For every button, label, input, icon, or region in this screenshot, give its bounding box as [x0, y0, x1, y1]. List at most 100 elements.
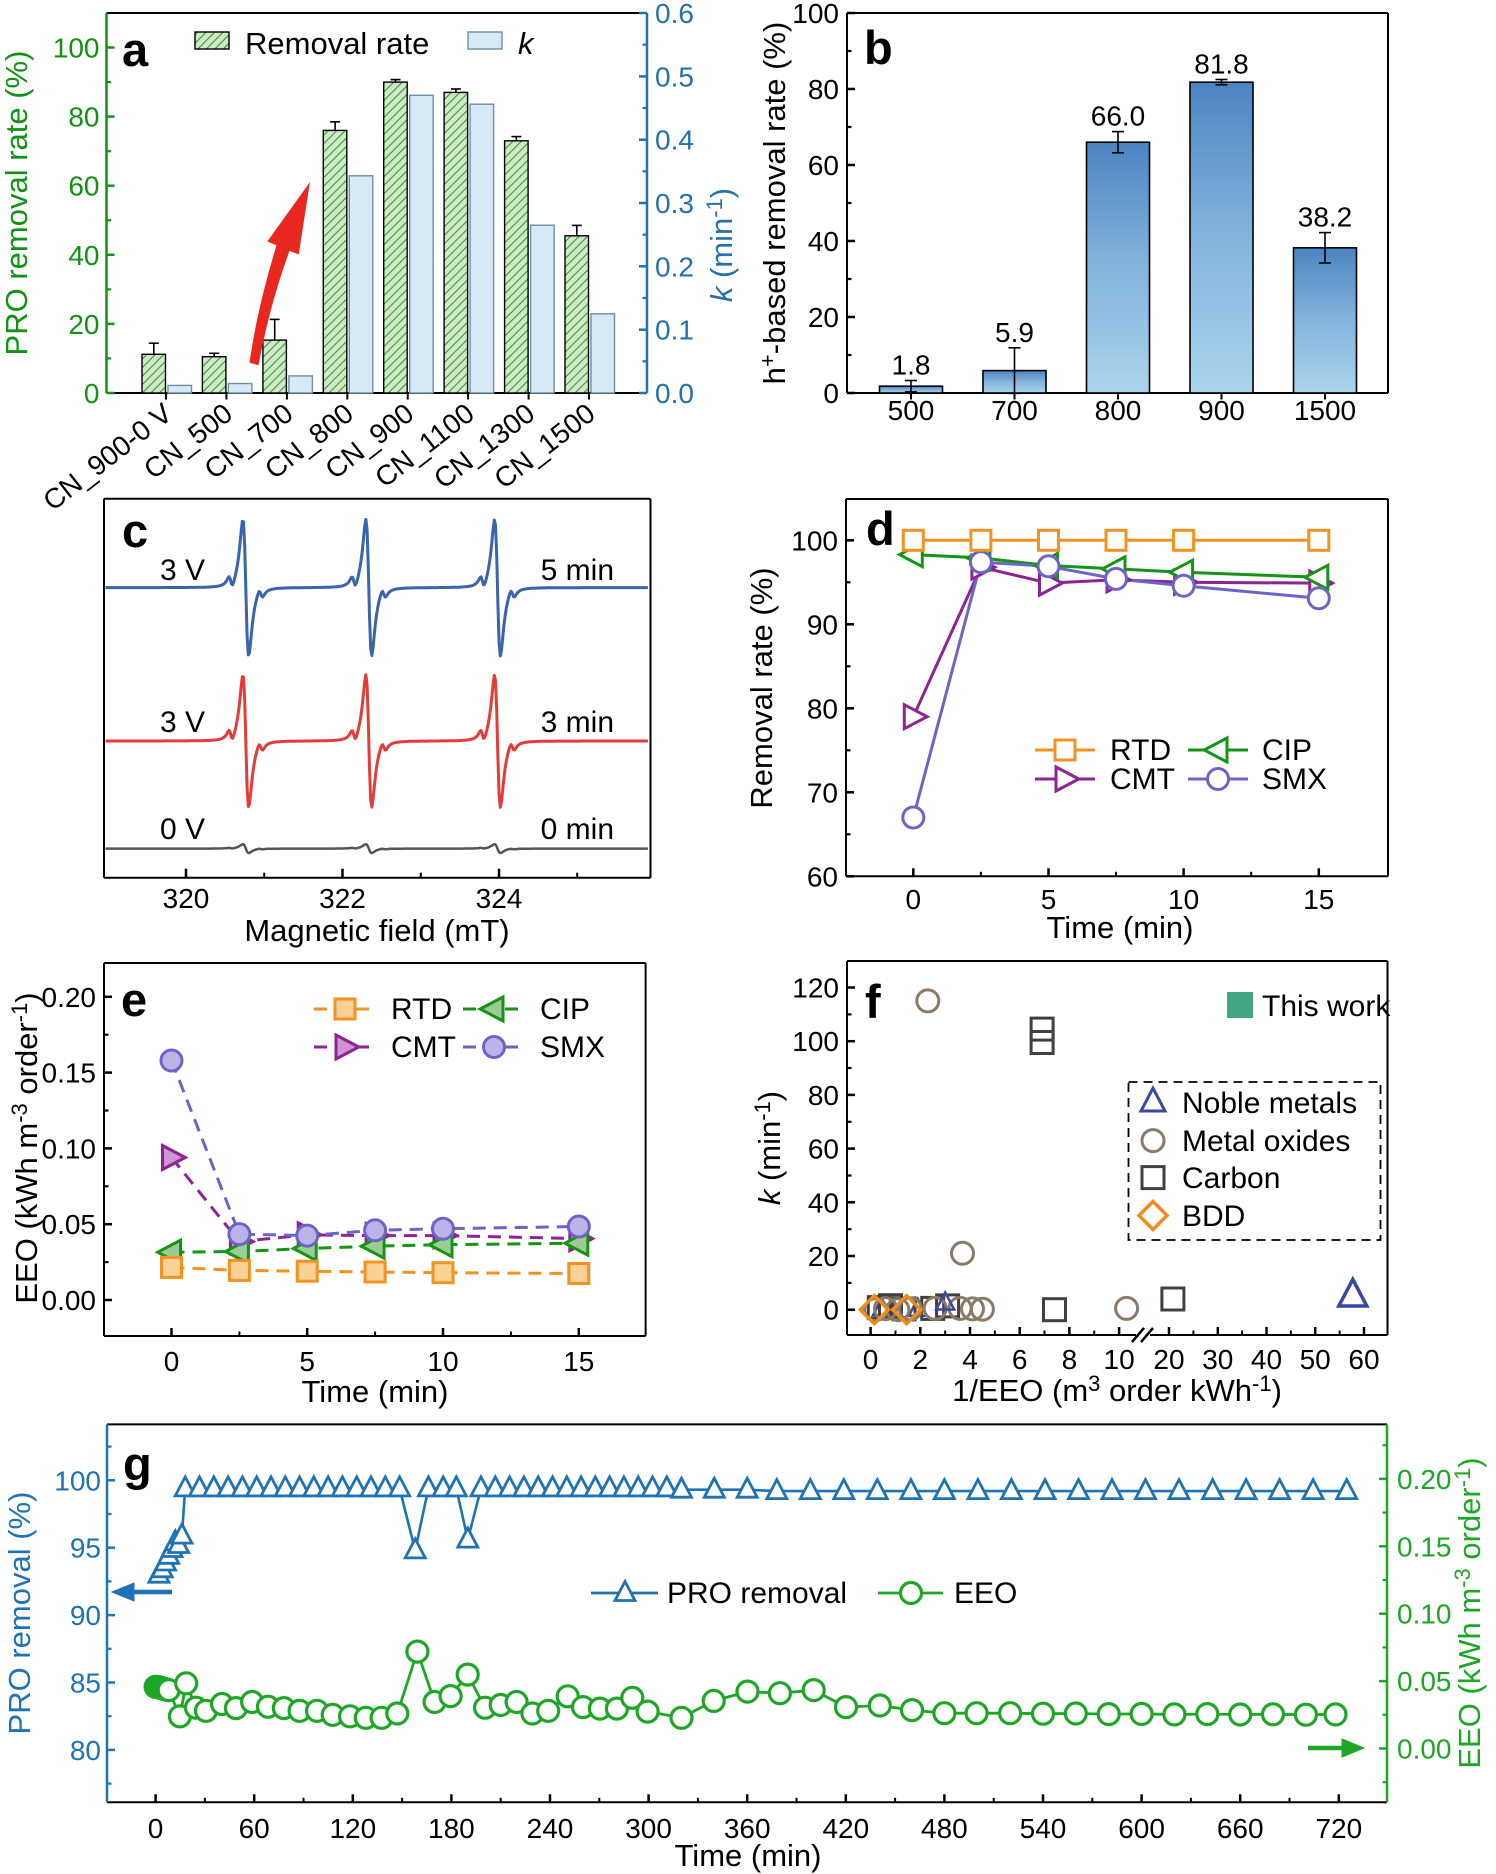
svg-text:Removal rate: Removal rate: [245, 26, 429, 61]
svg-text:Removal rate (%): Removal rate (%): [744, 567, 779, 808]
svg-text:BDD: BDD: [1182, 1200, 1245, 1233]
svg-text:90: 90: [70, 1600, 101, 1631]
svg-text:15: 15: [1303, 884, 1334, 915]
svg-text:0 min: 0 min: [541, 813, 614, 846]
svg-text:60: 60: [808, 150, 839, 181]
svg-text:Metal oxides: Metal oxides: [1182, 1125, 1350, 1158]
svg-text:f: f: [865, 975, 881, 1028]
svg-text:0: 0: [164, 1346, 180, 1377]
svg-text:k (min-1): k (min-1): [750, 1091, 787, 1205]
svg-text:540: 540: [1020, 1813, 1067, 1844]
svg-text:420: 420: [822, 1813, 869, 1844]
svg-text:5.9: 5.9: [995, 317, 1034, 348]
svg-text:0.00: 0.00: [1397, 1734, 1452, 1765]
svg-text:120: 120: [792, 973, 839, 1004]
svg-text:PRO removal (%): PRO removal (%): [2, 1492, 37, 1735]
svg-text:c: c: [122, 504, 148, 557]
svg-text:80: 80: [808, 74, 839, 105]
svg-text:SMX: SMX: [540, 1031, 605, 1064]
svg-text:e: e: [121, 973, 147, 1026]
svg-text:SMX: SMX: [1262, 763, 1327, 796]
svg-text:EEO (kWh m-3 order-1): EEO (kWh m-3 order-1): [1450, 1457, 1487, 1768]
svg-text:0: 0: [906, 884, 922, 915]
svg-text:EEO: EEO: [954, 1577, 1017, 1610]
svg-text:95: 95: [70, 1533, 101, 1564]
svg-text:20: 20: [68, 309, 99, 340]
svg-text:0: 0: [84, 378, 100, 409]
svg-text:30: 30: [1202, 1344, 1233, 1375]
svg-text:660: 660: [1217, 1813, 1264, 1844]
svg-text:0.4: 0.4: [655, 125, 694, 156]
svg-text:66.0: 66.0: [1091, 101, 1146, 132]
svg-text:6: 6: [1012, 1344, 1028, 1375]
svg-text:40: 40: [1251, 1344, 1282, 1375]
svg-text:0.0: 0.0: [655, 378, 694, 409]
svg-text:0.6: 0.6: [655, 0, 694, 29]
svg-text:80: 80: [808, 1080, 839, 1111]
svg-text:240: 240: [527, 1813, 574, 1844]
svg-text:324: 324: [476, 883, 523, 914]
svg-text:RTD: RTD: [1110, 734, 1171, 767]
svg-text:100: 100: [54, 1465, 101, 1496]
svg-text:0.05: 0.05: [1397, 1666, 1452, 1697]
svg-text:PRO removal: PRO removal: [667, 1577, 847, 1610]
svg-text:85: 85: [70, 1668, 101, 1699]
svg-text:1500: 1500: [1294, 395, 1356, 426]
svg-text:60: 60: [808, 1134, 839, 1165]
svg-text:0: 0: [823, 378, 839, 409]
svg-text:3 min: 3 min: [541, 706, 614, 739]
svg-text:100: 100: [791, 525, 838, 556]
svg-text:0.00: 0.00: [42, 1285, 97, 1316]
svg-text:900: 900: [1198, 395, 1245, 426]
svg-text:81.8: 81.8: [1194, 49, 1249, 80]
svg-text:4: 4: [962, 1344, 978, 1375]
svg-text:0.05: 0.05: [42, 1209, 97, 1240]
svg-text:CMT: CMT: [1110, 763, 1175, 796]
svg-text:90: 90: [807, 609, 838, 640]
svg-text:40: 40: [808, 1187, 839, 1218]
svg-text:40: 40: [68, 240, 99, 271]
svg-text:10: 10: [1168, 884, 1199, 915]
svg-text:k: k: [518, 26, 535, 61]
svg-text:480: 480: [921, 1813, 968, 1844]
svg-text:360: 360: [724, 1813, 771, 1844]
svg-text:1/EEO (m3 order kWh-1): 1/EEO (m3 order kWh-1): [952, 1371, 1282, 1408]
svg-text:RTD: RTD: [391, 993, 452, 1026]
svg-text:d: d: [866, 502, 895, 555]
svg-text:CIP: CIP: [540, 993, 590, 1026]
svg-text:60: 60: [239, 1813, 270, 1844]
svg-text:60: 60: [1348, 1344, 1379, 1375]
svg-text:300: 300: [625, 1813, 672, 1844]
svg-text:3 V: 3 V: [160, 706, 205, 739]
svg-text:0: 0: [823, 1295, 839, 1326]
svg-text:10: 10: [1104, 1344, 1135, 1375]
svg-text:EEO (kWh m-3 order-1): EEO (kWh m-3 order-1): [7, 992, 44, 1303]
svg-text:0.1: 0.1: [655, 315, 694, 346]
svg-text:180: 180: [428, 1813, 475, 1844]
svg-text:a: a: [122, 23, 149, 76]
svg-text:70: 70: [807, 777, 838, 808]
svg-text:0.15: 0.15: [42, 1058, 97, 1089]
svg-text:Magnetic field (mT): Magnetic field (mT): [244, 913, 509, 948]
svg-text:1.8: 1.8: [892, 350, 931, 381]
svg-text:720: 720: [1315, 1813, 1362, 1844]
svg-text:5: 5: [299, 1346, 315, 1377]
svg-text:80: 80: [68, 102, 99, 133]
svg-text:40: 40: [808, 226, 839, 257]
svg-text:2: 2: [913, 1344, 929, 1375]
svg-text:0 V: 0 V: [160, 813, 205, 846]
svg-text:3 V: 3 V: [160, 554, 205, 587]
svg-text:322: 322: [319, 883, 366, 914]
svg-text:600: 600: [1118, 1813, 1165, 1844]
svg-text:Carbon: Carbon: [1182, 1162, 1280, 1195]
svg-text:h+-based removal rate (%): h+-based removal rate (%): [755, 22, 792, 385]
svg-text:100: 100: [792, 1026, 839, 1057]
svg-text:700: 700: [991, 395, 1038, 426]
svg-text:15: 15: [563, 1346, 594, 1377]
svg-text:500: 500: [888, 395, 935, 426]
svg-text:Time (min): Time (min): [675, 1838, 822, 1873]
svg-text:8: 8: [1062, 1344, 1078, 1375]
svg-text:10: 10: [427, 1346, 458, 1377]
svg-text:PRO removal rate (%): PRO removal rate (%): [0, 51, 34, 356]
svg-text:0.15: 0.15: [1397, 1531, 1452, 1562]
